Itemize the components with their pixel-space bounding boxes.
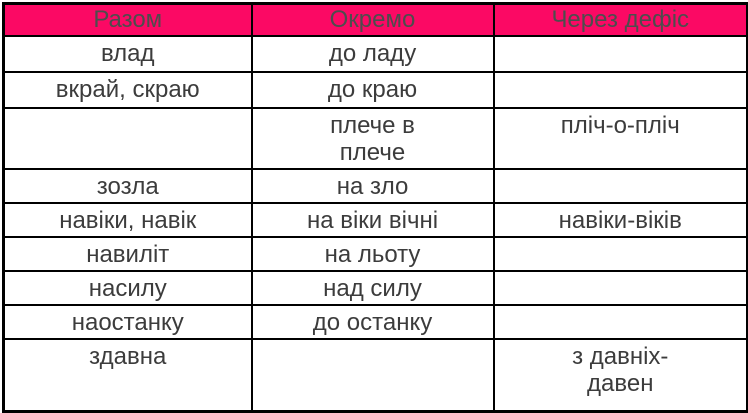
table-row: навіки, навік на віки вічні навіки-віків [2,202,748,238]
table-cell [492,168,748,204]
table-cell: здавна [2,338,253,412]
table-cell: до краю [250,71,495,109]
header-cell-separately: Окремо [250,2,495,37]
header-cell-together: Разом [2,2,253,37]
table-cell: з давніх- давен [492,338,748,412]
table-row: вкрай, скраю до краю [2,71,748,109]
table-cell [492,304,748,340]
table-row: насилу над силу [2,270,748,306]
table-cell: наостанку [2,304,253,340]
table-cell: насилу [2,270,253,306]
table-cell [2,107,253,170]
table-cell [492,71,748,109]
table-cell: на віки вічні [250,202,495,238]
header-cell-hyphenated: Через дефіс [492,2,748,37]
table-cell [492,35,748,73]
table-cell: до останку [250,304,495,340]
table-cell: навіки, навік [2,202,253,238]
table-cell: вкрай, скраю [2,71,253,109]
table-cell: влад [2,35,253,73]
header-row: Разом Окремо Через дефіс [2,2,748,37]
table-cell [250,338,495,412]
table-cell: на льоту [250,236,495,272]
table-cell [492,270,748,306]
table-row: здавна з давніх- давен [2,338,748,412]
table-cell: на зло [250,168,495,204]
table-row: навиліт на льоту [2,236,748,272]
table-row: влад до ладу [2,35,748,73]
table-cell: зозла [2,168,253,204]
table-cell: плече в плече [250,107,495,170]
table-cell [492,236,748,272]
table-cell: навиліт [2,236,253,272]
table-cell: пліч-о-пліч [492,107,748,170]
table-row: зозла на зло [2,168,748,204]
table-cell: до ладу [250,35,495,73]
table-row: наостанку до останку [2,304,748,340]
table-row: плече в плече пліч-о-пліч [2,107,748,170]
table-cell: навіки-віків [492,202,748,238]
table-cell: над силу [250,270,495,306]
